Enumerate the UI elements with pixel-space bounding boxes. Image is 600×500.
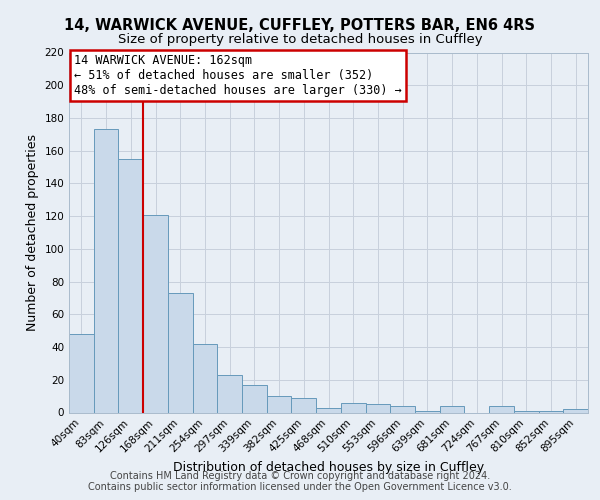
Bar bbox=[440, 406, 464, 412]
Bar bbox=[242, 384, 267, 412]
Bar bbox=[267, 396, 292, 412]
X-axis label: Distribution of detached houses by size in Cuffley: Distribution of detached houses by size … bbox=[173, 461, 484, 474]
Bar bbox=[292, 398, 316, 412]
Y-axis label: Number of detached properties: Number of detached properties bbox=[26, 134, 39, 331]
Text: Contains HM Land Registry data © Crown copyright and database right 2024.
Contai: Contains HM Land Registry data © Crown c… bbox=[88, 471, 512, 492]
Text: 14 WARWICK AVENUE: 162sqm
← 51% of detached houses are smaller (352)
48% of semi: 14 WARWICK AVENUE: 162sqm ← 51% of detac… bbox=[74, 54, 402, 98]
Bar bbox=[168, 293, 193, 412]
Bar bbox=[118, 159, 143, 412]
Bar bbox=[539, 411, 563, 412]
Bar bbox=[390, 406, 415, 412]
Bar bbox=[489, 406, 514, 412]
Text: Size of property relative to detached houses in Cuffley: Size of property relative to detached ho… bbox=[118, 32, 482, 46]
Bar bbox=[514, 411, 539, 412]
Bar bbox=[69, 334, 94, 412]
Bar bbox=[217, 375, 242, 412]
Bar bbox=[316, 408, 341, 412]
Bar bbox=[143, 214, 168, 412]
Bar bbox=[94, 130, 118, 412]
Bar bbox=[365, 404, 390, 412]
Text: 14, WARWICK AVENUE, CUFFLEY, POTTERS BAR, EN6 4RS: 14, WARWICK AVENUE, CUFFLEY, POTTERS BAR… bbox=[65, 18, 536, 32]
Bar bbox=[341, 402, 365, 412]
Bar bbox=[563, 409, 588, 412]
Bar bbox=[415, 411, 440, 412]
Bar bbox=[193, 344, 217, 412]
